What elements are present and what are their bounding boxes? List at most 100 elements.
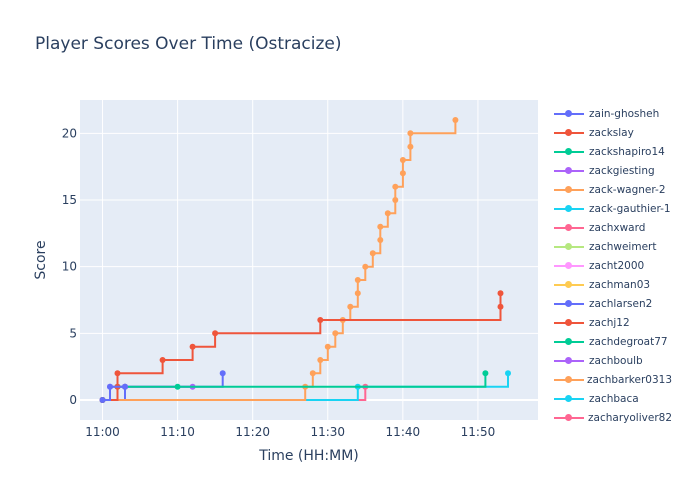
legend-marker	[565, 413, 572, 421]
legend-marker	[565, 337, 572, 345]
legend-item[interactable]: zachman03	[552, 275, 672, 294]
legend-item[interactable]: zack-gauthier-1	[552, 199, 672, 218]
tick-labels: 11:00 11:10 11:20 11:30 11:40 11:50 0 5 10 15 20	[62, 126, 496, 439]
plot-background	[80, 100, 538, 420]
data-point	[377, 237, 384, 243]
legend-swatch	[554, 412, 584, 424]
legend-swatch	[554, 260, 584, 272]
x-tick-label: 11:30	[310, 425, 345, 439]
data-point	[399, 157, 406, 163]
data-point	[347, 303, 354, 310]
data-point	[362, 263, 369, 270]
chart-title: Player Scores Over Time (Ostracize)	[35, 34, 342, 54]
legend-item[interactable]: zachdegroat77	[552, 332, 672, 351]
data-point	[309, 370, 316, 377]
legend-marker	[565, 242, 572, 250]
legend-label: zachxward	[589, 221, 646, 234]
legend-item[interactable]: zacharyoliver82	[552, 408, 672, 424]
legend-label: zachboulb	[589, 354, 643, 367]
x-tick-label: 11:50	[461, 425, 496, 439]
legend-swatch	[554, 108, 584, 120]
data-point	[392, 183, 399, 190]
data-point	[324, 343, 331, 350]
legend-marker	[565, 318, 572, 326]
legend-marker	[565, 128, 572, 136]
legend-item[interactable]: zain-ghosheh	[552, 104, 672, 123]
data-point	[99, 397, 106, 403]
series-layer	[99, 117, 511, 403]
legend-label: zachman03	[589, 278, 651, 291]
legend-label: zachbaca	[589, 392, 639, 405]
legend-item[interactable]: zackshapiro14	[552, 142, 672, 161]
data-point	[189, 343, 196, 350]
data-point	[332, 330, 339, 337]
legend-label: zain-ghosheh	[589, 107, 660, 120]
data-point	[497, 290, 504, 297]
legend: zain-ghosheh zackslay zackshapiro14 zackgie…	[552, 104, 672, 424]
data-point	[392, 197, 399, 203]
legend-swatch	[554, 241, 584, 253]
data-point	[174, 383, 181, 390]
data-point	[497, 303, 504, 310]
legend-swatch	[554, 393, 584, 405]
data-point	[407, 143, 414, 150]
legend-label: zack-gauthier-1	[589, 202, 671, 215]
y-axis-title: Score	[33, 240, 49, 279]
legend-label: zacharyoliver82	[588, 411, 672, 424]
data-point	[122, 383, 128, 390]
x-axis-title: Time (HH:MM)	[258, 448, 359, 464]
legend-swatch	[554, 127, 584, 139]
data-point	[317, 317, 324, 323]
legend-marker	[565, 261, 572, 269]
legend-item[interactable]: zackgiesting	[552, 161, 672, 180]
legend-swatch	[554, 355, 584, 367]
data-point	[505, 370, 511, 377]
data-point	[317, 357, 324, 363]
legend-marker	[565, 166, 572, 174]
data-point	[482, 370, 489, 377]
data-point	[354, 277, 361, 283]
legend-label: zacht2000	[589, 259, 645, 272]
legend-marker	[565, 185, 572, 193]
legend-marker	[565, 280, 572, 288]
legend-marker	[565, 109, 572, 117]
data-point	[114, 370, 121, 377]
data-point	[384, 210, 391, 217]
legend-label: zackgiesting	[589, 164, 655, 177]
legend-swatch	[554, 317, 584, 329]
y-tick-label: 10	[62, 260, 77, 274]
data-point	[107, 383, 113, 390]
legend-swatch	[554, 203, 584, 215]
legend-label: zachlarsen2	[589, 297, 653, 310]
legend-swatch	[554, 146, 584, 158]
legend-label: zachweimert	[589, 240, 657, 253]
legend-item[interactable]: zachlarsen2	[552, 294, 672, 313]
legend-item[interactable]: zachbarker0313	[552, 370, 672, 389]
series-line	[102, 385, 125, 401]
legend-marker	[565, 394, 572, 402]
legend-item[interactable]: zachweimert	[552, 237, 672, 256]
legend-label: zackshapiro14	[589, 145, 665, 158]
legend-marker	[565, 204, 572, 212]
legend-label: zachbarker0313	[587, 373, 672, 386]
data-point	[159, 357, 166, 363]
x-tick-label: 11:20	[235, 425, 270, 439]
legend-item[interactable]: zachj12	[552, 313, 672, 332]
legend-swatch	[554, 279, 584, 291]
legend-item[interactable]: zachboulb	[552, 351, 672, 370]
legend-item[interactable]: zack-wagner-2	[552, 180, 672, 199]
legend-label: zachdegroat77	[589, 335, 668, 348]
legend-item[interactable]: zackslay	[552, 123, 672, 142]
data-point	[212, 330, 219, 337]
legend-item[interactable]: zachxward	[552, 218, 672, 237]
legend-marker	[565, 356, 572, 364]
data-point	[354, 290, 361, 297]
data-point	[407, 130, 414, 137]
legend-label: zackslay	[589, 126, 634, 139]
legend-item[interactable]: zachbaca	[552, 389, 672, 408]
legend-item[interactable]: zacht2000	[552, 256, 672, 275]
legend-swatch	[554, 374, 584, 386]
series-zain-ghosheh	[99, 383, 128, 403]
legend-swatch	[554, 336, 584, 348]
data-point	[219, 370, 226, 377]
